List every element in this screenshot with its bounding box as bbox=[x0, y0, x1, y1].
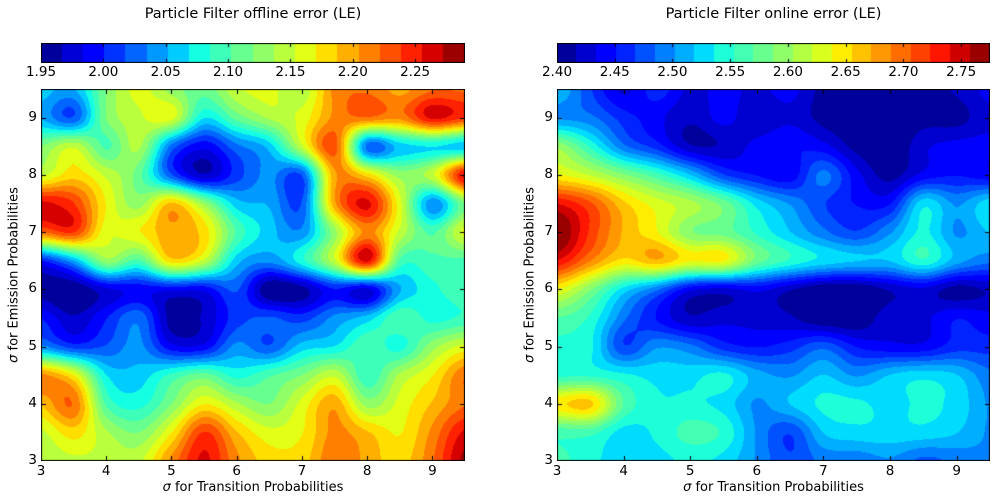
y-tick-label: 8 bbox=[544, 165, 553, 182]
heatmap-canvas-offline bbox=[41, 89, 465, 461]
colorbar-tick-label: 2.40 bbox=[541, 64, 573, 80]
plot-title-offline: Particle Filter offline error (LE) bbox=[144, 6, 362, 22]
heatmap-canvas-online bbox=[557, 89, 990, 461]
colorbar-canvas-online bbox=[557, 43, 990, 63]
x-axis-label-online: σ for Transition Probabilities bbox=[683, 480, 864, 495]
colorbar-tick-label: 2.25 bbox=[400, 64, 431, 80]
x-tick-label: 4 bbox=[619, 463, 628, 479]
y-tick-label: 6 bbox=[544, 280, 553, 297]
y-tick-label: 3 bbox=[28, 452, 37, 468]
x-tick-label: 5 bbox=[167, 463, 176, 479]
x-tick-label: 8 bbox=[362, 463, 372, 479]
y-tick-label: 4 bbox=[28, 394, 37, 411]
x-tick-label: 9 bbox=[952, 463, 961, 479]
y-axis-label-offline: σ for Emission Probabilities bbox=[6, 187, 22, 363]
y-tick-label: 9 bbox=[544, 108, 553, 125]
y-tick-label: 8 bbox=[28, 165, 37, 182]
x-axis-label-offline: σ for Transition Probabilities bbox=[162, 480, 344, 495]
colorbar-tick-label: 2.45 bbox=[599, 64, 630, 80]
x-tick-label: 3 bbox=[552, 463, 562, 479]
colorbar-tick-label: 2.75 bbox=[946, 64, 977, 80]
colorbar-tick-label: 2.05 bbox=[150, 64, 181, 80]
x-tick-label: 3 bbox=[36, 463, 46, 479]
colorbar-tick-label: 1.95 bbox=[25, 64, 57, 80]
x-tick-label: 6 bbox=[232, 463, 241, 479]
colorbar-tick-label: 2.20 bbox=[337, 64, 368, 80]
colorbar-tick-label: 2.50 bbox=[657, 64, 688, 80]
y-tick-label: 6 bbox=[28, 280, 37, 297]
y-tick-label: 9 bbox=[28, 108, 37, 125]
x-tick-label: 5 bbox=[685, 463, 695, 479]
x-tick-label: 8 bbox=[885, 463, 895, 479]
colorbar-tick-label: 2.10 bbox=[213, 64, 244, 80]
colorbar-tick-label: 2.60 bbox=[772, 64, 803, 80]
y-tick-label: 5 bbox=[28, 337, 37, 354]
colorbar-tick-label: 2.55 bbox=[715, 64, 746, 80]
colorbar-tick-label: 2.65 bbox=[830, 64, 861, 80]
plot-title-online: Particle Filter online error (LE) bbox=[665, 6, 882, 22]
y-tick-label: 3 bbox=[544, 452, 553, 468]
x-tick-label: 4 bbox=[101, 463, 111, 479]
colorbar-tick-label: 2.00 bbox=[88, 64, 119, 80]
y-axis-label-online: σ for Emission Probabilities bbox=[522, 187, 538, 363]
y-tick-label: 7 bbox=[544, 223, 553, 240]
colorbar-tick-label: 2.15 bbox=[275, 64, 306, 80]
x-tick-label: 7 bbox=[819, 463, 828, 479]
x-tick-label: 9 bbox=[428, 463, 437, 479]
y-tick-label: 4 bbox=[544, 394, 553, 411]
colorbar-canvas-offline bbox=[41, 43, 465, 63]
y-tick-label: 5 bbox=[544, 337, 553, 354]
y-tick-label: 7 bbox=[28, 223, 37, 240]
colorbar-tick-label: 2.70 bbox=[888, 64, 919, 80]
x-tick-label: 7 bbox=[297, 463, 307, 479]
x-tick-label: 6 bbox=[752, 463, 762, 479]
